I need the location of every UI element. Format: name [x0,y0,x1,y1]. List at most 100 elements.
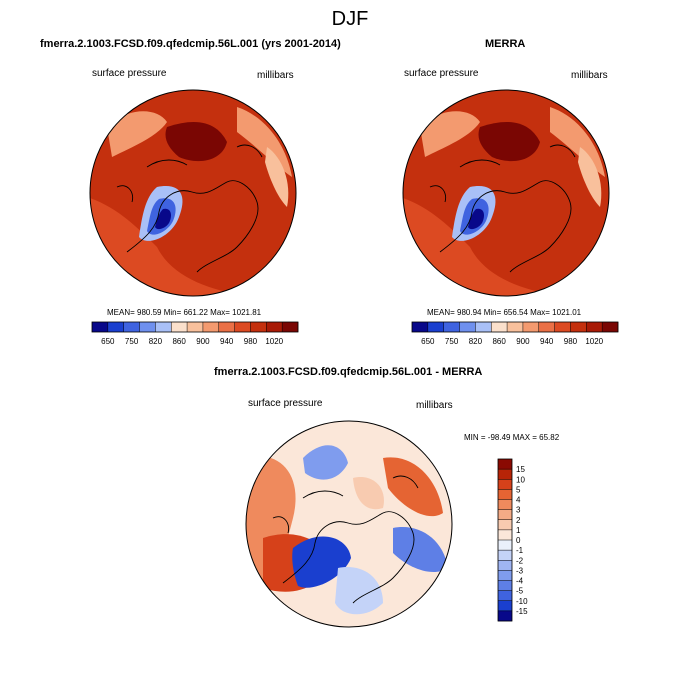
map-border [89,89,297,297]
figure-title: DJF [331,8,369,30]
coastline [272,475,419,604]
panel1-colorbar: 650 750 820 860 900 940 980 1020 [91,321,299,346]
colorbar-tick-label: 980 [244,337,258,346]
map-border [245,420,453,628]
colorbar-tick-label: -15 [516,607,528,616]
colorbar-swatch [522,322,540,332]
coastline [429,144,576,273]
colorbar-tick-label: 980 [564,337,578,346]
panel1-units-label: millibars [257,70,294,81]
panel1-polar-map [89,89,297,297]
colorbar-swatch [412,322,429,332]
negative-anomaly [303,445,348,480]
colorbar-swatch [250,322,267,332]
colorbar-swatch [475,322,492,332]
mountain-field [420,111,480,157]
colorbar-swatch [443,322,460,332]
panel3-units-label: millibars [416,400,453,411]
colorbar-tick-label: -5 [516,587,524,596]
colorbar-swatch [427,322,444,332]
colorbar-tick-label: -2 [516,556,524,565]
colorbar-tick-label: 2 [516,516,521,525]
panel2-left-label: surface pressure [404,68,479,79]
high-pressure-center [478,122,540,162]
colorbar-tick-label: 650 [421,337,435,346]
panel2-stats: MEAN= 980.94 Min= 656.54 Max= 1021.01 [427,308,582,317]
colorbar-tick-label: 900 [516,337,530,346]
colorbar-swatch [282,322,299,332]
panel2-title: MERRA [485,38,526,50]
map-border [402,89,610,297]
colorbar-swatch [554,322,571,332]
panel1-stats: MEAN= 980.59 Min= 661.22 Max= 1021.81 [107,308,262,317]
colorbar-tick-label: 820 [149,337,163,346]
panel2-polar-map [402,89,610,297]
ocean-field [90,197,296,296]
positive-anomaly [353,477,384,510]
colorbar-swatch [570,322,587,332]
panel2-units-label: millibars [571,70,608,81]
colorbar-swatch [498,499,512,510]
negative-anomaly [335,567,383,615]
colorbar-tick-label: 5 [516,485,521,494]
colorbar-tick-label: -10 [516,597,528,606]
colorbar-swatch [498,459,512,470]
colorbar-tick-label: 3 [516,506,521,515]
colorbar-swatch [155,322,172,332]
colorbar-tick-label: 750 [445,337,459,346]
colorbar-tick-label: -1 [516,546,524,555]
colorbar-tick-label: 1020 [265,337,283,346]
colorbar-tick-label: 4 [516,496,521,505]
colorbar-tick-label: 1 [516,526,521,535]
colorbar-swatch [498,580,512,591]
colorbar-tick-label: -4 [516,577,524,586]
positive-anomaly [383,457,443,517]
colorbar-tick-label: 650 [101,337,115,346]
colorbar-tick-label: -3 [516,566,524,575]
greenland-core [468,208,484,230]
colorbar-tick-label: 860 [172,337,186,346]
colorbar-tick-label: 750 [125,337,139,346]
colorbar-swatch [586,322,603,332]
colorbar-swatch [202,322,220,332]
plateau-field [265,147,289,207]
colorbar-swatch [498,550,512,561]
panel3-polar-map [245,420,453,628]
panel1-title: fmerra.2.1003.FCSD.f09.qfedcmip.56L.001 … [40,38,341,50]
colorbar-swatch [498,560,512,571]
colorbar-tick-label: 15 [516,465,525,474]
panel3-left-label: surface pressure [248,398,323,409]
ocean-field [403,197,609,296]
colorbar-swatch [218,322,235,332]
colorbar-swatch [498,540,512,551]
colorbar-swatch [602,322,619,332]
colorbar-swatch [498,469,512,480]
colorbar-swatch [139,322,156,332]
mountain-field [107,111,167,157]
colorbar-swatch [498,600,512,612]
colorbar-swatch [538,322,555,332]
colorbar-swatch [234,322,251,332]
colorbar-tick-label: 900 [196,337,210,346]
colorbar-swatch [498,529,512,541]
colorbar-swatch [498,519,512,531]
panel1-left-label: surface pressure [92,68,167,79]
colorbar-swatch [92,322,109,332]
panel2-colorbar: 650 750 820 860 900 940 980 1020 [411,321,619,346]
colorbar-tick-label: 1020 [585,337,603,346]
negative-anomaly [292,536,351,588]
colorbar-swatch [171,322,188,332]
colorbar-swatch [123,322,140,332]
colorbar-swatch [498,479,512,490]
colorbar-swatch [266,322,283,332]
colorbar-swatch [507,322,524,332]
colorbar-swatch [498,570,512,581]
coastline [116,144,263,273]
colorbar-tick-label: 940 [220,337,234,346]
panel3-title: fmerra.2.1003.FCSD.f09.qfedcmip.56L.001 … [214,366,483,378]
colorbar-swatch [459,322,476,332]
colorbar-swatch [491,322,508,332]
colorbar-swatch [498,610,512,622]
colorbar-swatch [107,322,124,332]
colorbar-swatch [498,509,512,521]
